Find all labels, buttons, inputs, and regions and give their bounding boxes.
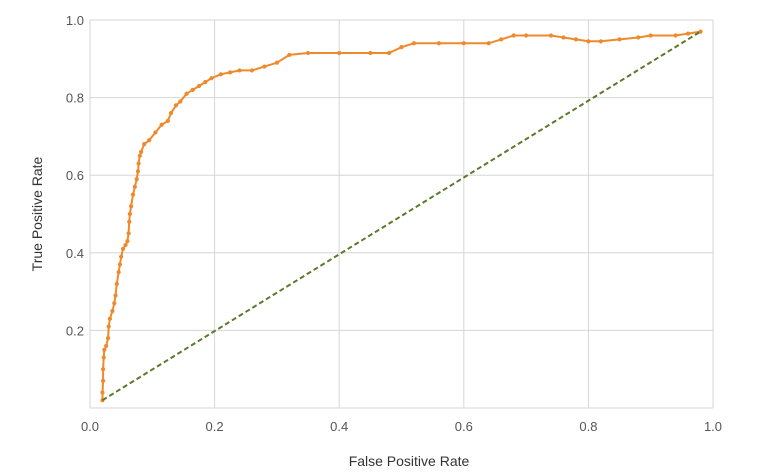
roc-point [114,281,119,286]
roc-point [104,343,109,349]
roc-point [249,68,255,73]
roc-point [617,37,622,42]
roc-point [573,37,579,42]
roc-point [132,184,137,189]
roc-point [178,99,183,104]
x-axis-title: False Positive Rate [349,453,470,469]
roc-point [648,33,653,38]
y-tick-label: 1.0 [66,13,84,28]
x-tick-label: 0.6 [455,419,473,434]
roc-point [100,378,106,383]
roc-point [107,316,113,321]
roc-point [130,192,136,197]
roc-point [209,76,214,81]
roc-point [237,68,242,73]
x-tick-label: 0.0 [81,419,99,434]
roc-point [561,35,566,40]
roc-point [511,33,516,38]
roc-point [119,254,124,259]
roc-point [142,142,147,147]
y-tick-label: 0.4 [66,246,84,261]
roc-point [274,60,279,65]
y-tick-label: 0.2 [66,323,84,338]
roc-point [168,111,174,116]
roc-point [138,149,144,155]
roc-point [499,37,504,42]
roc-point [116,270,121,275]
roc-point [203,79,208,85]
roc-point [586,39,591,44]
roc-point [106,324,111,329]
roc-point [125,239,130,244]
gridlines [89,19,714,409]
roc-point [399,45,404,50]
roc-point [110,308,115,314]
roc-point [153,130,158,135]
chance-line [101,30,702,402]
roc-point [486,41,491,46]
x-tick-label: 0.2 [206,419,224,434]
roc-point [262,64,267,69]
roc-point [165,118,170,123]
roc-point [287,52,292,58]
roc-point [113,293,118,298]
roc-point [673,33,678,38]
tick-labels: 0.0 0.2 0.4 0.6 0.8 1.0 0.2 0.4 0.6 0.8 1.0 [66,13,722,434]
y-axis-title: True Positive Rate [29,156,45,271]
roc-point [386,50,392,56]
roc-point [698,29,703,34]
roc-point [436,41,441,46]
roc-point [120,246,126,252]
y-tick-label: 0.6 [66,168,84,183]
roc-point [147,138,152,143]
series-layer [100,29,703,403]
x-tick-label: 0.8 [579,419,597,434]
roc-point [100,367,106,372]
x-tick-label: 0.4 [330,419,348,434]
roc-point [137,153,142,158]
roc-point [548,33,554,38]
roc-point [100,390,105,395]
roc-point [524,33,529,38]
roc-point [173,103,179,108]
roc-point [127,211,132,217]
roc-point [305,50,311,56]
roc-point [135,169,141,174]
roc-point [228,70,233,75]
roc-point [337,50,342,56]
roc-point [105,336,111,341]
roc-point [127,219,132,224]
roc-point [123,242,128,248]
roc-point [685,31,691,36]
roc-point [190,87,195,92]
roc-point [129,204,134,209]
roc-point [126,231,131,236]
roc-point [117,262,123,267]
roc-point [598,39,603,44]
roc-point [461,41,466,46]
roc-point [159,122,164,127]
roc-point [196,83,202,89]
x-tick-label: 1.0 [704,419,722,434]
y-tick-label: 0.8 [66,91,84,106]
roc-point [636,35,641,40]
roc-point [411,41,417,46]
roc-point [134,176,139,182]
roc-point [102,347,107,352]
roc-point [136,161,141,166]
roc-point [368,50,373,56]
roc-point [112,301,117,306]
roc-point [184,91,189,96]
roc-point [218,72,223,77]
roc-point [101,355,106,360]
